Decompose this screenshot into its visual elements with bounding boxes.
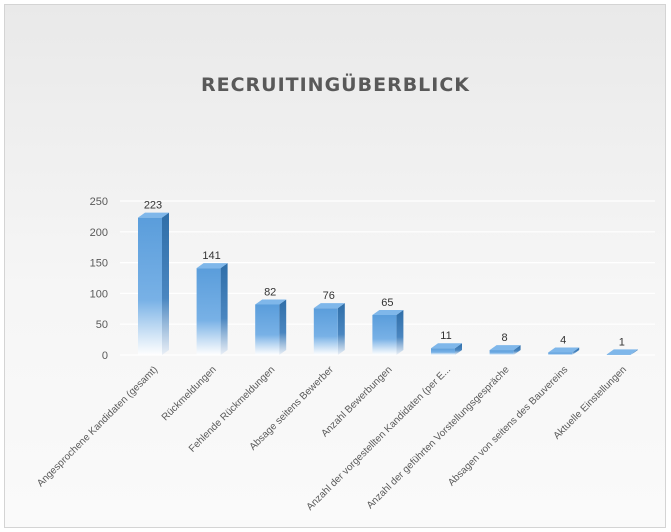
y-tick-label: 0 bbox=[102, 350, 108, 362]
bar-side bbox=[630, 349, 638, 355]
bar-side bbox=[396, 309, 404, 355]
y-axis-ticks: 0 50 100 150 200 250 bbox=[90, 196, 108, 362]
bar-top bbox=[255, 299, 287, 305]
data-label: 65 bbox=[381, 297, 393, 309]
data-labels: 223 141 82 76 65 11 8 4 1 bbox=[144, 200, 625, 349]
bar bbox=[606, 349, 638, 355]
bar bbox=[255, 299, 287, 355]
data-label: 8 bbox=[502, 332, 508, 344]
y-tick-label: 50 bbox=[96, 319, 108, 331]
bar-side bbox=[279, 299, 287, 355]
bar-front bbox=[489, 350, 514, 355]
bar-top bbox=[196, 263, 228, 269]
y-tick-label: 150 bbox=[90, 258, 108, 270]
bar-front bbox=[372, 314, 397, 355]
x-category-label: Absagen von seitens des Bauvereins bbox=[446, 364, 570, 488]
bar-front bbox=[606, 354, 631, 355]
chart-area bbox=[4, 4, 666, 528]
data-label: 11 bbox=[440, 330, 451, 342]
x-category-label: Rückmeldungen bbox=[160, 364, 219, 423]
y-tick-label: 200 bbox=[90, 227, 108, 239]
bar-top bbox=[606, 349, 638, 355]
bar-side bbox=[220, 263, 228, 355]
data-label: 82 bbox=[264, 286, 276, 298]
bar-side bbox=[572, 347, 580, 355]
bar bbox=[489, 345, 521, 355]
bar-front bbox=[196, 268, 221, 355]
bar bbox=[313, 303, 345, 355]
bars bbox=[138, 212, 638, 355]
x-category-label: Angesprochene Kandidaten (gesamt) bbox=[35, 364, 160, 489]
bar-side bbox=[162, 212, 169, 355]
bar-top bbox=[372, 309, 404, 315]
data-label: 1 bbox=[619, 336, 625, 348]
bar-top bbox=[138, 212, 169, 218]
bar-top bbox=[313, 303, 345, 309]
bar-front bbox=[313, 308, 338, 355]
chart-title: RECRUITINGÜBERBLICK bbox=[200, 74, 471, 96]
y-tick-label: 250 bbox=[90, 196, 108, 208]
data-label: 141 bbox=[202, 250, 220, 262]
bar-top bbox=[431, 343, 462, 349]
x-axis-categories: Angesprochene Kandidaten (gesamt) Rückmel… bbox=[35, 364, 629, 513]
bar bbox=[548, 347, 580, 355]
y-tick-label: 100 bbox=[90, 288, 108, 300]
bar bbox=[431, 343, 462, 355]
data-label: 4 bbox=[560, 335, 566, 347]
bar-front bbox=[138, 217, 162, 355]
bar-side bbox=[513, 345, 521, 355]
bar-top bbox=[489, 345, 521, 351]
bar-front bbox=[431, 348, 455, 355]
data-label: 223 bbox=[144, 200, 162, 212]
bar-front bbox=[255, 304, 280, 355]
data-label: 76 bbox=[323, 290, 335, 302]
bar-side bbox=[455, 343, 462, 355]
bar-side bbox=[337, 303, 345, 355]
bar bbox=[372, 309, 404, 355]
bar bbox=[138, 212, 169, 355]
bar-top bbox=[548, 347, 580, 353]
bar-front bbox=[548, 352, 573, 355]
bar bbox=[196, 263, 228, 355]
